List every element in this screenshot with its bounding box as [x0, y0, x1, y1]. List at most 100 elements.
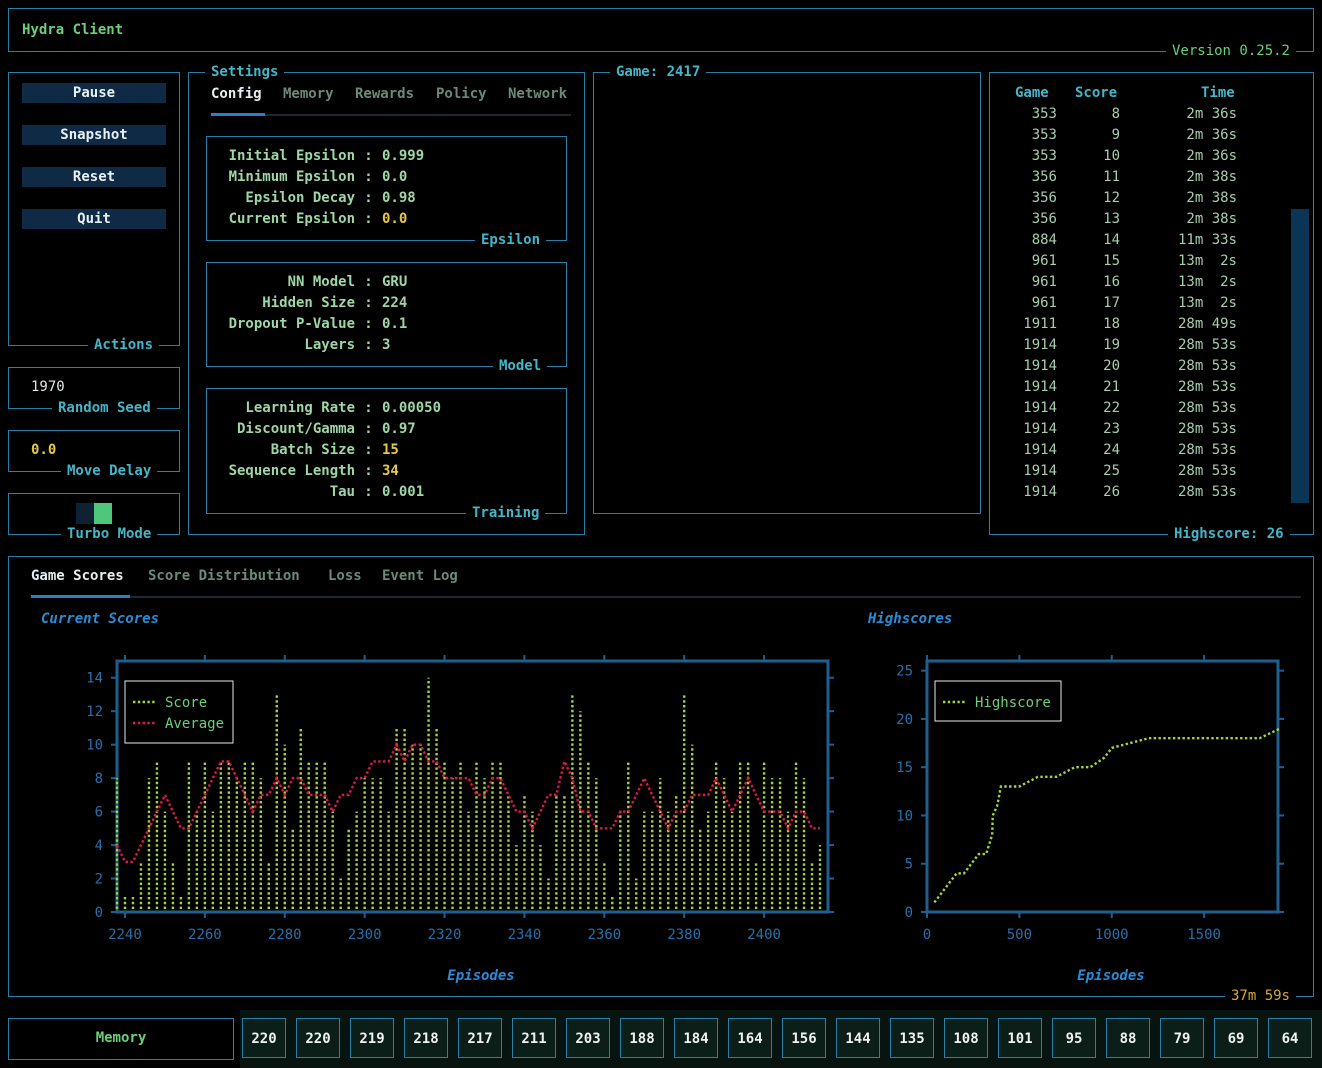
training-value-3: 34 — [382, 463, 399, 479]
game-label: Game: 2417 — [610, 62, 707, 83]
settings-panel — [188, 72, 585, 535]
row-time: 2m 36s — [1186, 106, 1237, 122]
training-sep-0: : — [364, 400, 373, 416]
row-time: 13m 2s — [1177, 295, 1237, 311]
table-row: 1914 19 28m 53s — [1000, 335, 1240, 356]
tab-network[interactable]: Network — [508, 86, 568, 102]
memory-cell: 101 — [998, 1018, 1042, 1058]
row-time: 2m 36s — [1186, 148, 1237, 164]
quit-button[interactable]: Quit — [22, 209, 166, 229]
training-key-2: Batch Size — [270, 442, 355, 458]
epsilon-value-0: 0.999 — [382, 148, 425, 164]
epsilon-value-3: 0.0 — [382, 211, 408, 227]
row-game: 884 — [1031, 232, 1057, 248]
table-row: 1911 18 28m 49s — [1000, 314, 1240, 335]
model-value-2: 0.1 — [382, 316, 408, 332]
row-time: 28m 53s — [1177, 379, 1237, 395]
random-seed-input[interactable]: 1970 — [31, 379, 65, 395]
row-time: 13m 2s — [1177, 253, 1237, 269]
tab-policy[interactable]: Policy — [436, 86, 487, 102]
table-row: 353 10 2m 36s — [1000, 146, 1240, 167]
row-game: 961 — [1031, 295, 1057, 311]
table-row: 353 9 2m 36s — [1000, 125, 1240, 146]
training-key-3: Sequence Length — [228, 463, 355, 479]
turbo-mode-toggle[interactable] — [76, 503, 112, 524]
reset-button[interactable]: Reset — [22, 167, 166, 187]
epsilon-key-0: Initial Epsilon — [228, 148, 355, 164]
row-time: 2m 38s — [1186, 211, 1237, 227]
tab-rewards[interactable]: Rewards — [355, 86, 415, 102]
settings-tab-rule — [211, 114, 571, 116]
model-key-3: Layers — [304, 337, 355, 353]
snapshot-button[interactable]: Snapshot — [22, 125, 166, 145]
move-delay-input[interactable]: 0.0 — [31, 442, 57, 458]
row-score: 22 — [1103, 400, 1120, 416]
row-score: 23 — [1103, 421, 1120, 437]
row-game: 356 — [1031, 211, 1057, 227]
row-game: 1914 — [1023, 358, 1057, 374]
row-game: 1911 — [1023, 316, 1057, 332]
memory-cell: 211 — [512, 1018, 556, 1058]
plots-tab-underline — [31, 595, 130, 598]
training-key-0: Learning Rate — [245, 400, 355, 416]
training-sep-2: : — [364, 442, 373, 458]
row-time: 2m 38s — [1186, 190, 1237, 206]
random-seed-label: Random Seed — [52, 398, 157, 419]
row-game: 1914 — [1023, 400, 1057, 416]
memory-cell: 108 — [944, 1018, 988, 1058]
tab-event-log[interactable]: Event Log — [382, 568, 458, 584]
table-row: 1914 26 28m 53s — [1000, 482, 1240, 503]
row-game: 353 — [1031, 127, 1057, 143]
table-row: 961 16 13m 2s — [1000, 272, 1240, 293]
tab-memory[interactable]: Memory — [283, 86, 334, 102]
epsilon-sep-2: : — [364, 190, 373, 206]
tab-game-scores[interactable]: Game Scores — [31, 568, 124, 584]
pause-button[interactable]: Pause — [22, 83, 166, 103]
table-row: 1914 24 28m 53s — [1000, 440, 1240, 461]
header-panel — [8, 8, 1314, 52]
model-sep-3: : — [364, 337, 373, 353]
plots-panel — [8, 556, 1314, 997]
row-game: 1914 — [1023, 337, 1057, 353]
row-score: 25 — [1103, 463, 1120, 479]
row-game: 961 — [1031, 274, 1057, 290]
row-time: 13m 2s — [1177, 274, 1237, 290]
epsilon-label: Epsilon — [475, 230, 547, 251]
memory-cell: 79 — [1160, 1018, 1204, 1058]
turbo-toggle-knob — [94, 503, 112, 524]
table-row: 884 14 11m 33s — [1000, 230, 1240, 251]
row-game: 1914 — [1023, 442, 1057, 458]
tab-loss[interactable]: Loss — [328, 568, 362, 584]
row-game: 1914 — [1023, 379, 1057, 395]
training-group — [206, 388, 567, 514]
memory-cell: 219 — [350, 1018, 394, 1058]
row-score: 14 — [1103, 232, 1120, 248]
epsilon-value-1: 0.0 — [382, 169, 408, 185]
table-row: 356 11 2m 38s — [1000, 167, 1240, 188]
tab-score-distribution[interactable]: Score Distribution — [148, 568, 300, 584]
row-time: 28m 53s — [1177, 484, 1237, 500]
model-value-0: GRU — [382, 274, 408, 290]
memory-cell: 135 — [890, 1018, 934, 1058]
training-value-1: 0.97 — [382, 421, 416, 437]
table-row: 1914 22 28m 53s — [1000, 398, 1240, 419]
row-score: 20 — [1103, 358, 1120, 374]
row-time: 2m 36s — [1186, 127, 1237, 143]
app-title: Hydra Client — [22, 22, 124, 38]
tab-config[interactable]: Config — [211, 86, 262, 102]
table-header-score: Score — [1075, 83, 1118, 104]
training-label: Training — [466, 503, 546, 524]
row-time: 28m 53s — [1177, 463, 1237, 479]
row-score: 8 — [1111, 106, 1120, 122]
row-score: 21 — [1103, 379, 1120, 395]
row-score: 16 — [1103, 274, 1120, 290]
table-row: 1914 23 28m 53s — [1000, 419, 1240, 440]
table-scrollbar[interactable] — [1291, 209, 1309, 503]
training-key-1: Discount/Gamma — [236, 421, 355, 437]
memory-cell: 217 — [458, 1018, 502, 1058]
row-game: 1914 — [1023, 421, 1057, 437]
memory-cell: 184 — [674, 1018, 718, 1058]
memory-cell: 156 — [782, 1018, 826, 1058]
memory-label-box — [8, 1018, 234, 1060]
row-score: 9 — [1111, 127, 1120, 143]
